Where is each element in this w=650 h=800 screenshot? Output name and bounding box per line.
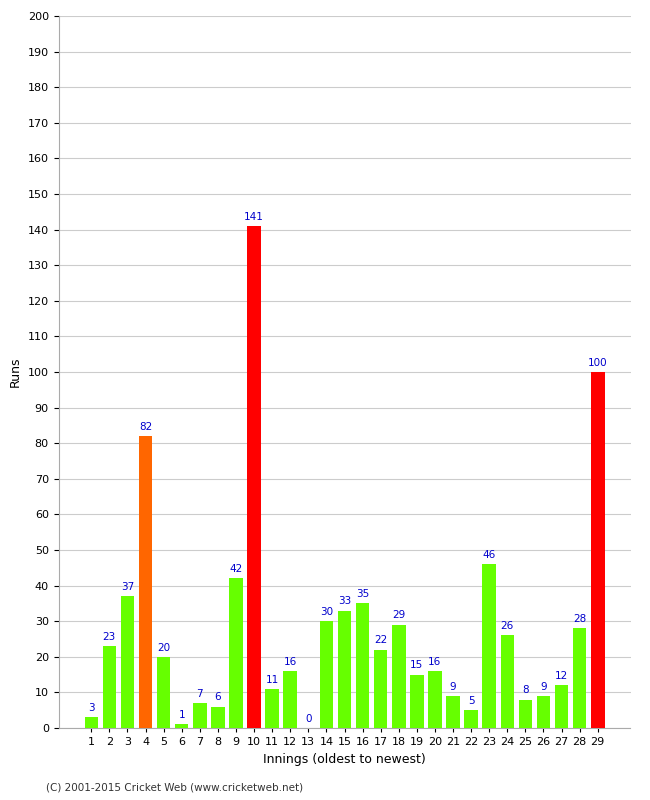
Text: 82: 82: [139, 422, 152, 432]
Text: 8: 8: [522, 686, 528, 695]
Y-axis label: Runs: Runs: [9, 357, 22, 387]
Bar: [175, 725, 188, 728]
Bar: [247, 226, 261, 728]
Bar: [84, 718, 98, 728]
Text: 5: 5: [468, 696, 474, 706]
Text: 15: 15: [410, 660, 423, 670]
Text: 16: 16: [428, 657, 441, 666]
Text: 6: 6: [214, 692, 221, 702]
Text: 20: 20: [157, 642, 170, 653]
Text: 3: 3: [88, 703, 95, 713]
Text: 23: 23: [103, 632, 116, 642]
Bar: [447, 696, 460, 728]
Bar: [121, 596, 135, 728]
Text: 9: 9: [450, 682, 456, 692]
Bar: [374, 650, 387, 728]
Bar: [573, 628, 586, 728]
Text: 28: 28: [573, 614, 586, 624]
Text: 22: 22: [374, 635, 387, 646]
Bar: [410, 674, 424, 728]
Text: 26: 26: [500, 621, 514, 631]
Text: 11: 11: [266, 674, 279, 685]
Text: 7: 7: [196, 689, 203, 699]
Text: 30: 30: [320, 607, 333, 617]
Bar: [338, 610, 351, 728]
Bar: [103, 646, 116, 728]
Bar: [591, 372, 604, 728]
Bar: [428, 671, 442, 728]
Text: 29: 29: [392, 610, 406, 621]
Bar: [211, 706, 225, 728]
Text: 37: 37: [121, 582, 134, 592]
Bar: [320, 622, 333, 728]
Text: 0: 0: [305, 714, 311, 724]
Bar: [265, 689, 279, 728]
Text: 141: 141: [244, 212, 264, 222]
Bar: [392, 625, 406, 728]
Text: 16: 16: [283, 657, 297, 666]
Bar: [482, 564, 496, 728]
Text: 1: 1: [178, 710, 185, 720]
Text: 12: 12: [555, 671, 568, 681]
Bar: [157, 657, 170, 728]
Bar: [464, 710, 478, 728]
Bar: [193, 703, 207, 728]
Bar: [537, 696, 551, 728]
Bar: [500, 635, 514, 728]
Bar: [519, 699, 532, 728]
Bar: [554, 686, 568, 728]
Text: 42: 42: [229, 564, 242, 574]
Bar: [283, 671, 297, 728]
Bar: [138, 436, 152, 728]
X-axis label: Innings (oldest to newest): Innings (oldest to newest): [263, 753, 426, 766]
Text: 33: 33: [338, 596, 351, 606]
Text: 9: 9: [540, 682, 547, 692]
Text: 35: 35: [356, 589, 369, 599]
Bar: [356, 603, 369, 728]
Text: 46: 46: [482, 550, 496, 560]
Bar: [229, 578, 242, 728]
Text: (C) 2001-2015 Cricket Web (www.cricketweb.net): (C) 2001-2015 Cricket Web (www.cricketwe…: [46, 782, 303, 792]
Text: 100: 100: [588, 358, 608, 368]
